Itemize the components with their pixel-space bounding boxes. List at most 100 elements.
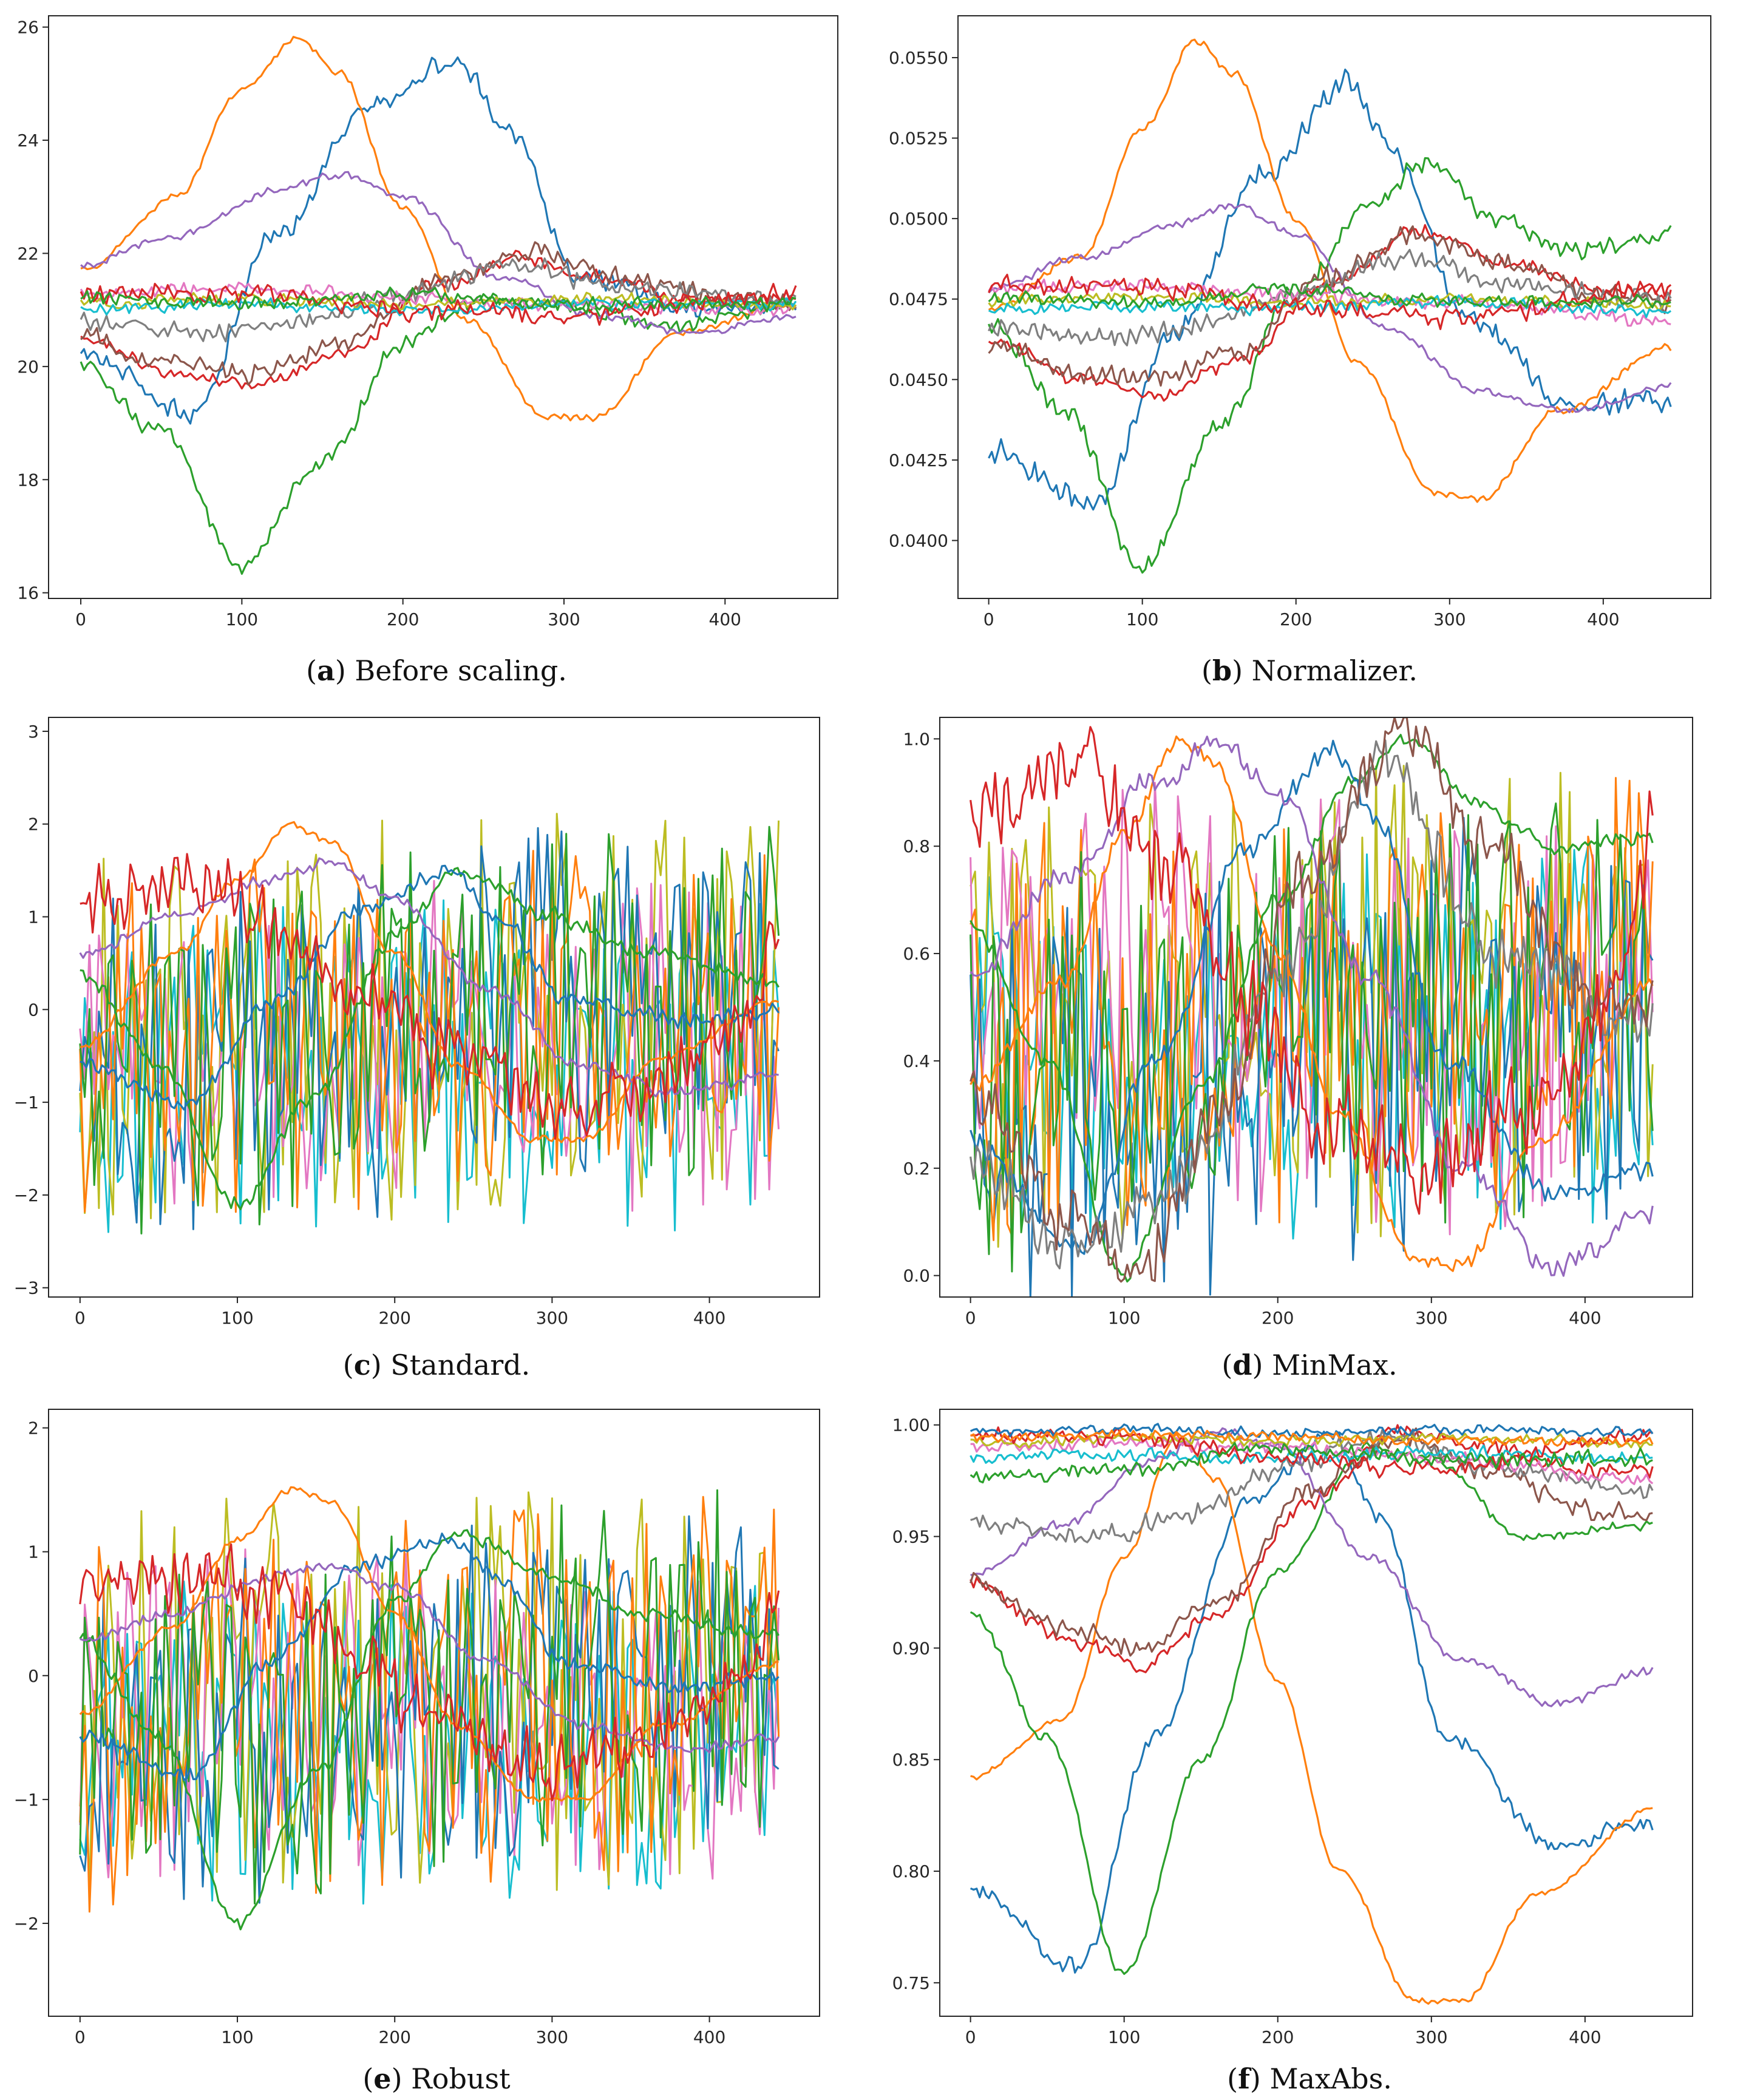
- chart-d-ytick-label: 0.2: [903, 1159, 930, 1179]
- chart-f-series-s13: [970, 1428, 1654, 1448]
- chart-c-ytick-label: −3: [14, 1278, 39, 1298]
- chart-a-series-s11: [80, 286, 797, 315]
- chart-a-ytick-label: 20: [17, 357, 39, 377]
- chart-panel-b: 0 100 200 300 400 0.0400 0.0425 0.0450 0.0475 0.0…: [873, 0, 1746, 687]
- chart-b-series-s4: [988, 203, 1672, 413]
- caption-d: (d) MinMax.: [1221, 1349, 1398, 1381]
- chart-b-ytick-label: 0.0400: [889, 531, 948, 551]
- chart-c-ytick-label: 0: [28, 1000, 39, 1020]
- chart-d-series-m3: [970, 735, 1654, 1277]
- chart-d-xtick-label: 300: [1415, 1308, 1447, 1328]
- chart-b-ytick-label: 0.0425: [889, 450, 948, 470]
- chart-e-xtick-label: 100: [221, 2027, 253, 2047]
- chart-a-series-s0: [80, 56, 797, 425]
- chart-f-series-s4: [970, 1427, 1654, 1707]
- chart-b-series-group: [988, 38, 1672, 574]
- chart-a-xtick-label: 100: [226, 609, 258, 629]
- chart-f-ytick-label: 0.80: [892, 1861, 930, 1882]
- chart-f-series-s11: [970, 1441, 1653, 1484]
- chart-e-xtick-label: 400: [693, 2027, 725, 2047]
- chart-b-series-s10: [988, 274, 1672, 330]
- chart-b-xtick-label: 300: [1433, 609, 1466, 629]
- chart-c-series-n5: [79, 825, 780, 1235]
- chart-f-series-s12: [970, 1423, 1654, 1438]
- chart-f-series-s5: [970, 1427, 1653, 1657]
- chart-a-ytick-label: 22: [17, 243, 39, 263]
- chart-e-ytick-label: 0: [28, 1666, 39, 1686]
- chart-d-series-m6: [970, 726, 1654, 1215]
- chart-a-series-s10: [80, 282, 797, 326]
- chart-c-xtick-label: 400: [693, 1308, 725, 1328]
- chart-d-series-m0: [970, 735, 1654, 1272]
- chart-c-series-m0: [80, 821, 780, 1144]
- chart-f-xtick-label: 300: [1415, 2027, 1447, 2047]
- chart-f-series-s0: [970, 1430, 1654, 1974]
- chart-panel-c: 0 100 200 300 400 −3 −2 −1 0 1 2 3 (c) Standard.: [0, 704, 873, 1384]
- chart-e-xtick-label: 200: [378, 2027, 410, 2047]
- caption-c-text: Standard.: [390, 1349, 531, 1381]
- chart-f-xtick-label: 200: [1262, 2027, 1294, 2047]
- chart-c-ytick-label: 2: [28, 815, 39, 835]
- chart-c-ytick-label: −2: [14, 1185, 39, 1205]
- chart-f-series-s6: [970, 1428, 1654, 1543]
- chart-f-plot: 0 100 200 300 400 0.75 0.80 0.85 0.90 0.95 1.00: [892, 1409, 1693, 2047]
- caption-f: (f) MaxAbs.: [1227, 2062, 1392, 2095]
- chart-f-ytick-label: 0.85: [892, 1750, 930, 1770]
- chart-a-xtick-label: 0: [75, 609, 86, 629]
- chart-b-frame: [957, 15, 1711, 599]
- chart-d-ytick-label: 0.8: [903, 836, 930, 856]
- chart-e-ytick-label: 2: [28, 1418, 39, 1438]
- chart-a-xtick-label: 200: [387, 609, 419, 629]
- chart-c-series-group: [79, 813, 780, 1235]
- caption-c: (c) Standard.: [342, 1349, 531, 1381]
- chart-b-ytick-label: 0.0475: [889, 290, 948, 310]
- chart-a-ytick-label: 18: [17, 470, 39, 490]
- chart-b-series-s3: [988, 224, 1672, 402]
- chart-b-series-s11: [988, 282, 1671, 309]
- chart-f-xtick-label: 0: [965, 2027, 976, 2047]
- chart-c-frame: [48, 717, 820, 1298]
- caption-a-letter: a: [317, 654, 335, 687]
- chart-a-series-s1: [80, 35, 797, 422]
- caption-f-letter: f: [1238, 2062, 1250, 2095]
- chart-b-ytick-label: 0.0525: [889, 129, 948, 149]
- chart-c-series-m1: [80, 867, 780, 1211]
- chart-b-series-s6: [988, 249, 1672, 347]
- chart-a-xtick-label: 300: [548, 609, 580, 629]
- chart-d-series-m2: [970, 739, 1654, 1255]
- chart-f-series-group: [970, 1423, 1654, 2005]
- chart-a-series-s5: [80, 241, 797, 386]
- chart-f-xtick-label: 100: [1108, 2027, 1140, 2047]
- chart-c-series-m3: [79, 857, 779, 1098]
- caption-a: (a) Before scaling.: [306, 654, 567, 687]
- chart-f-series-s2: [970, 1441, 1653, 1975]
- chart-c-xtick-label: 200: [378, 1308, 410, 1328]
- chart-d-ytick-label: 0.6: [903, 944, 930, 964]
- chart-b-series-s2: [988, 157, 1672, 574]
- chart-d-series-m5: [970, 717, 1654, 1283]
- caption-e-letter: e: [373, 2062, 392, 2095]
- chart-b-series-s1: [988, 38, 1672, 503]
- chart-f-ytick-label: 1.00: [892, 1415, 930, 1435]
- chart-b-xtick-label: 0: [983, 609, 994, 629]
- chart-d-xtick-label: 0: [965, 1308, 976, 1328]
- caption-e-text: Robust: [411, 2062, 511, 2095]
- caption-c-letter: c: [353, 1349, 371, 1381]
- chart-c-xtick-label: 0: [75, 1308, 86, 1328]
- chart-a-series-s9: [80, 297, 797, 317]
- chart-a-frame: [48, 15, 838, 599]
- chart-b-xtick-label: 400: [1587, 609, 1619, 629]
- caption-e: (e) Robust: [362, 2062, 511, 2095]
- chart-e-series-m2: [79, 1533, 780, 1781]
- chart-b-xtick-label: 200: [1280, 609, 1312, 629]
- chart-f-series-s9: [970, 1444, 1653, 1465]
- chart-c-xtick-label: 300: [536, 1308, 568, 1328]
- chart-a-plot: 0 100 200 300 400 16 18 20 22 24 26: [17, 15, 838, 629]
- chart-f-series-s1: [970, 1432, 1653, 2005]
- chart-d-xtick-label: 400: [1569, 1308, 1601, 1328]
- chart-c-ytick-label: 3: [28, 722, 39, 742]
- chart-a-ytick-label: 24: [17, 130, 39, 151]
- caption-b: (b) Normalizer.: [1201, 654, 1418, 687]
- chart-f-ytick-label: 0.95: [892, 1527, 930, 1547]
- caption-b-text: Normalizer.: [1251, 654, 1418, 687]
